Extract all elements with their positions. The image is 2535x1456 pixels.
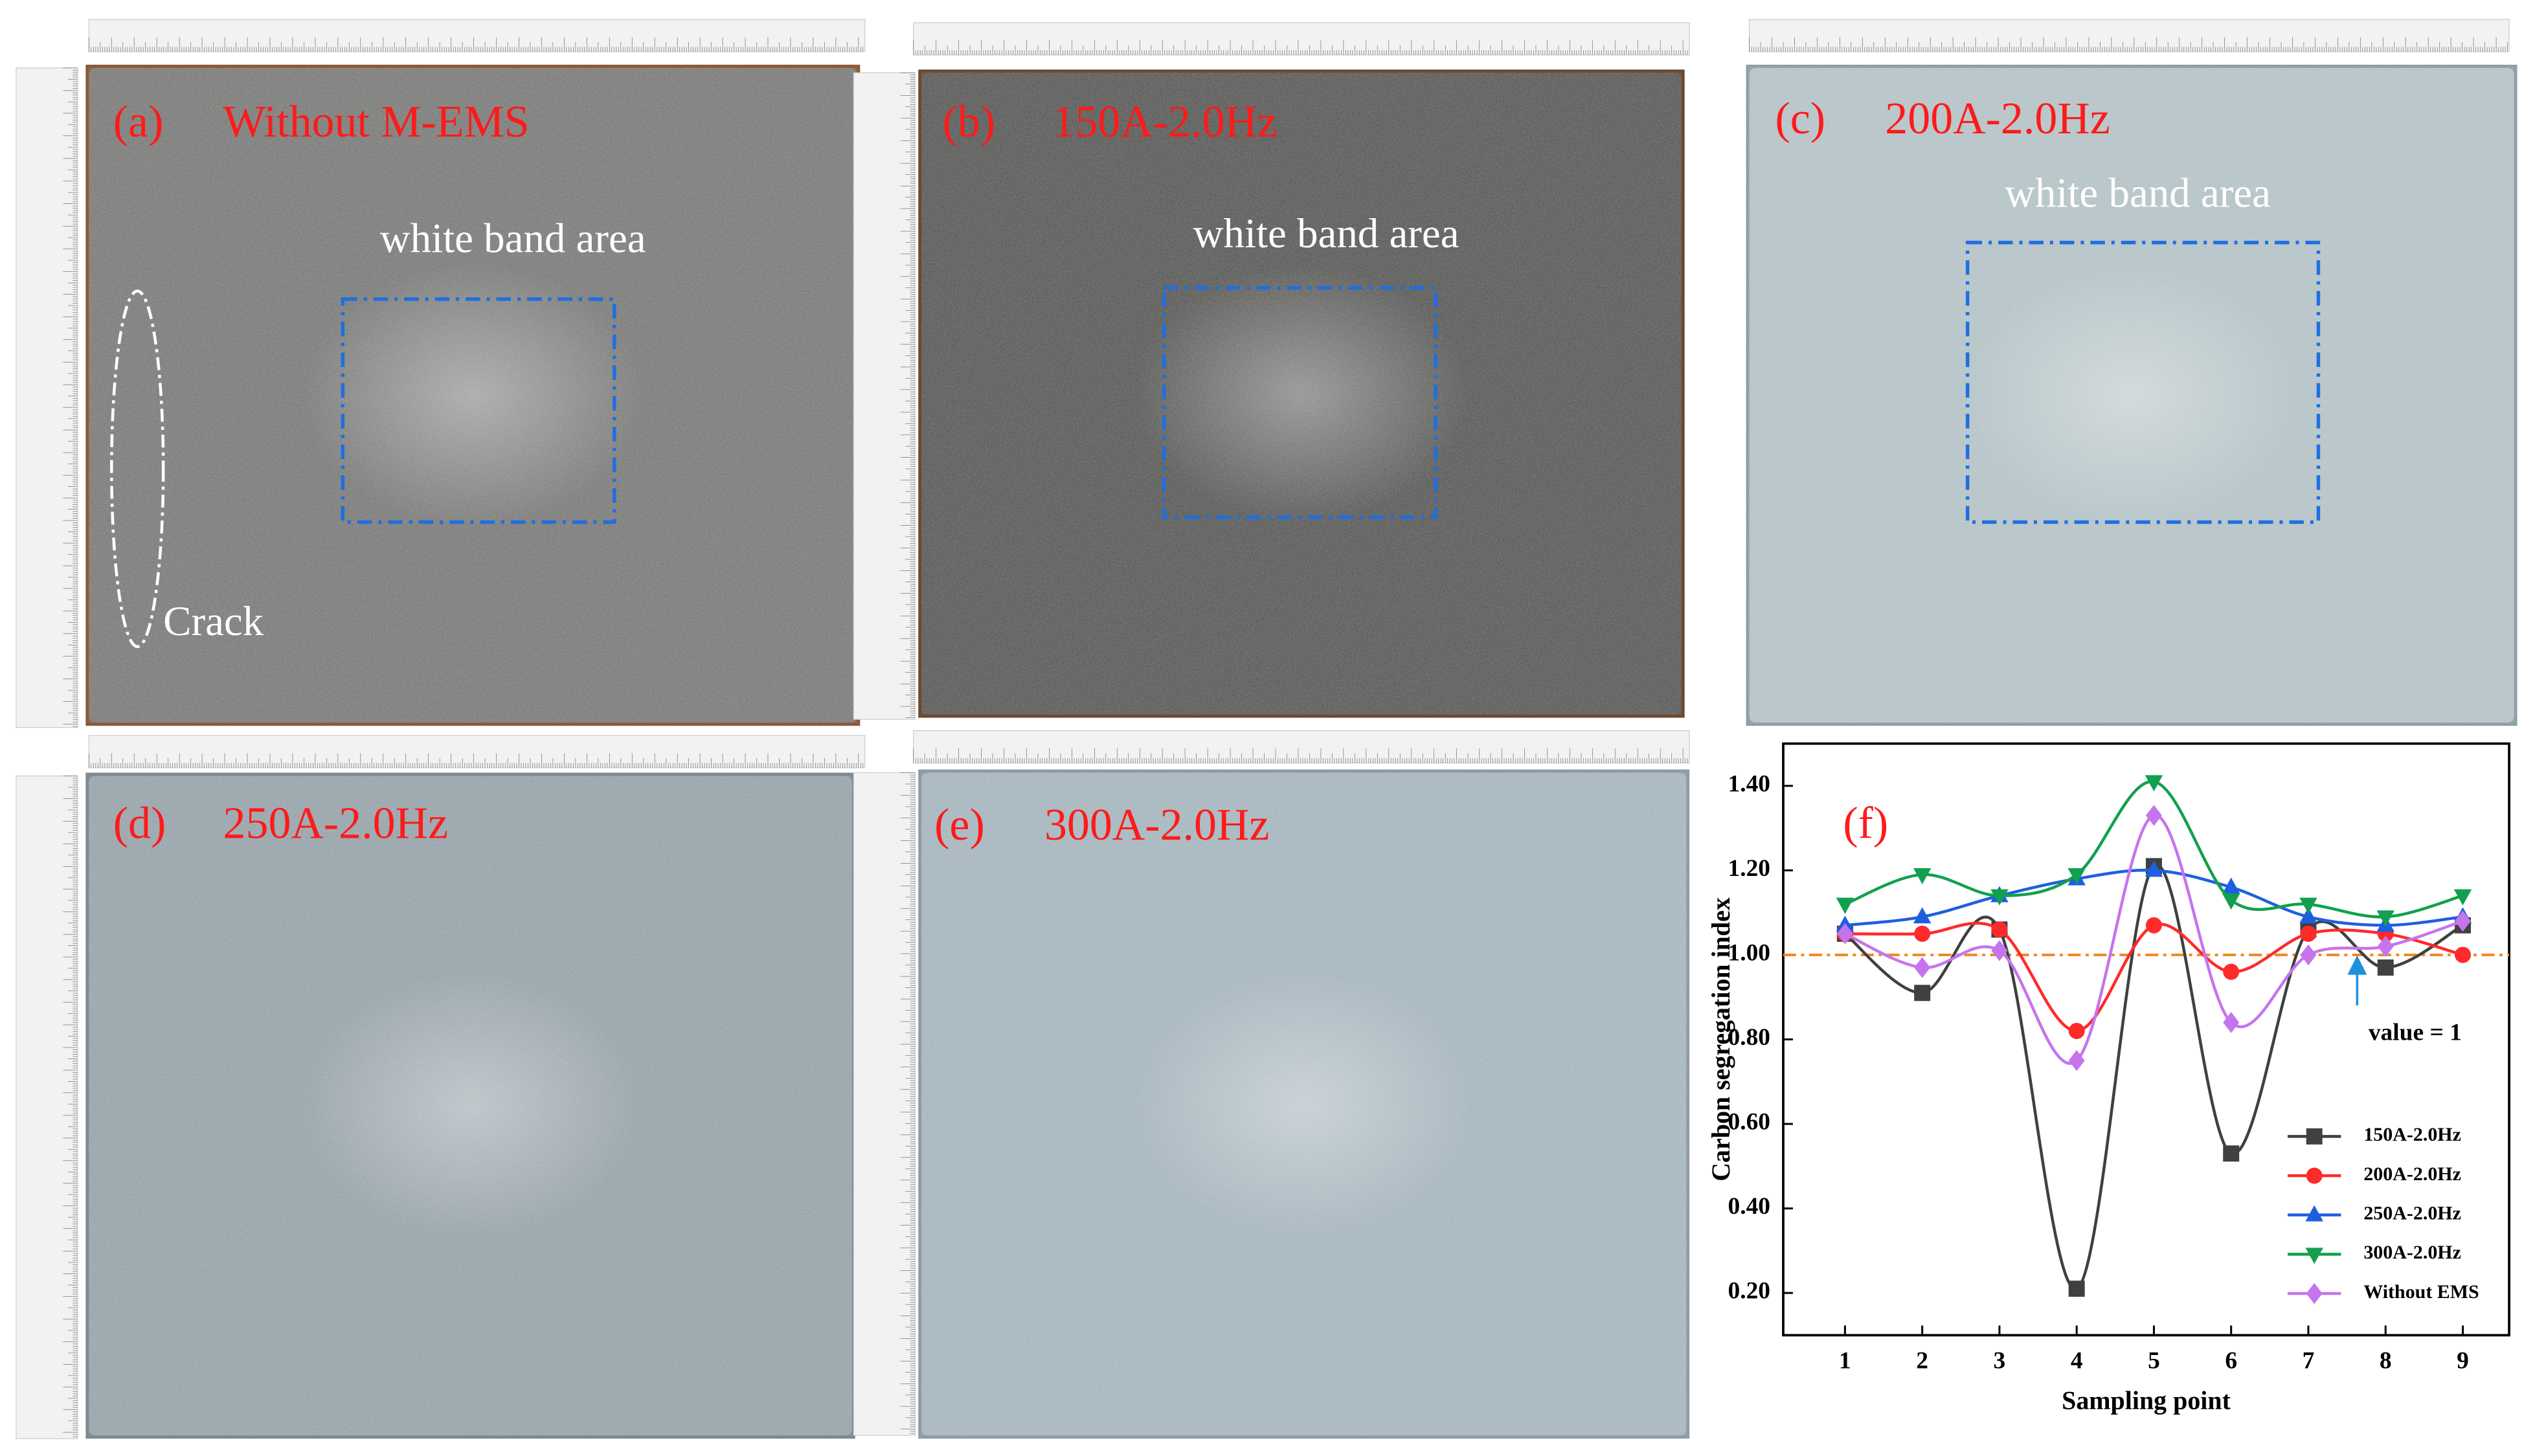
data-point [2299,907,2317,924]
ruler [853,72,916,720]
data-point [2222,877,2240,894]
x-tick-label: 7 [2303,1347,2315,1374]
panel-title: 200A-2.0Hz [1885,94,2110,144]
region-box [1162,286,1437,519]
x-tick-label: 1 [1839,1347,1851,1374]
data-point [1914,925,1931,942]
region-label: white band area [2005,170,2271,217]
data-point [2299,897,2317,914]
data-point [2223,963,2240,980]
center-glow [1963,264,2300,526]
panel-label: (b) [943,97,996,147]
y-tick-label: 0.60 [1728,1109,1770,1136]
x-tick-label: 3 [1994,1347,2006,1374]
data-point [1990,889,2009,906]
y-tick-label: 0.40 [1728,1193,1770,1220]
plot-frame [1782,742,2510,1337]
y-tick-label: 1.00 [1728,940,1770,967]
y-tick-label: 1.40 [1728,770,1770,797]
ruler [913,22,1690,56]
data-point [1991,921,2008,938]
data-point [2068,1281,2085,1297]
ruler [88,735,866,768]
data-point [2068,1022,2085,1039]
ruler [853,772,916,1436]
legend-label: 250A-2.0Hz [2363,1203,2461,1224]
data-point [2145,860,2163,877]
legend-marker [2306,1128,2323,1145]
center-glow [1135,971,1472,1237]
center-glow [302,974,638,1238]
x-tick-label: 6 [2225,1347,2237,1374]
ruler [1748,19,2510,52]
panel-label: (f) [1843,798,1888,848]
center-glow [304,264,642,526]
panel-title: 250A-2.0Hz [223,798,449,848]
data-point [2377,959,2394,976]
ruler [16,67,78,728]
panel-label: (c) [1775,94,1825,144]
data-point [2455,910,2471,932]
legend-label: 300A-2.0Hz [2363,1242,2461,1263]
y-tick-label: 1.20 [1728,855,1770,882]
region-label: white band area [380,215,646,262]
data-point [2223,1012,2240,1033]
y-tick-label: 0.80 [1728,1024,1770,1051]
x-tick-label: 8 [2380,1347,2392,1374]
data-point [1836,923,1853,945]
ruler [16,775,78,1439]
legend-marker [2305,1205,2323,1222]
legend-label: Without EMS [2363,1281,2479,1303]
data-point [2300,925,2317,942]
data-point [2068,1049,2085,1071]
x-tick-label: 5 [2148,1347,2160,1374]
data-point [1914,957,1931,978]
x-tick-label: 4 [2071,1347,2083,1374]
annotation: value = 1 [2369,1020,2462,1046]
annotation-arrowhead [2347,955,2367,975]
data-point [1913,868,1932,884]
crack-label: Crack [163,598,264,645]
region-box [1965,240,2321,524]
data-point [2145,775,2163,792]
data-point [2223,1145,2240,1162]
region-box [341,297,616,524]
ruler [913,730,1690,764]
y-axis-title: Carbon segregation index [1706,897,1735,1182]
x-tick-label: 2 [1916,1347,1928,1374]
legend-label: 200A-2.0Hz [2363,1163,2461,1185]
panel-label: (a) [113,97,164,147]
y-tick-label: 0.20 [1728,1278,1770,1305]
data-point [2376,910,2394,927]
panel-label: (e) [934,800,985,850]
panel-title: 150A-2.0Hz [1052,97,1278,147]
panel-title: 300A-2.0Hz [1044,800,1270,850]
panel-title: Without M-EMS [223,97,530,147]
data-point [2145,917,2162,934]
data-point [1914,985,1931,1002]
x-axis-title: Sampling point [2062,1385,2231,1415]
data-point [2067,868,2086,884]
center-glow [1134,265,1469,522]
panel-label: (d) [113,798,166,848]
ruler [88,19,866,52]
crack-outline [110,289,165,649]
data-point [2455,946,2471,963]
legend-marker [2306,1167,2323,1184]
data-point [2222,893,2240,910]
region-label: white band area [1193,210,1459,257]
legend-marker [2306,1282,2323,1305]
data-point [1913,907,1932,924]
legend-marker [2305,1248,2323,1264]
data-point [2453,889,2472,906]
legend-label: 150A-2.0Hz [2363,1124,2461,1145]
x-tick-label: 9 [2457,1347,2469,1374]
data-point [1836,897,1854,914]
data-point [2377,935,2394,958]
data-point [1991,940,2008,961]
data-point [2145,805,2162,826]
